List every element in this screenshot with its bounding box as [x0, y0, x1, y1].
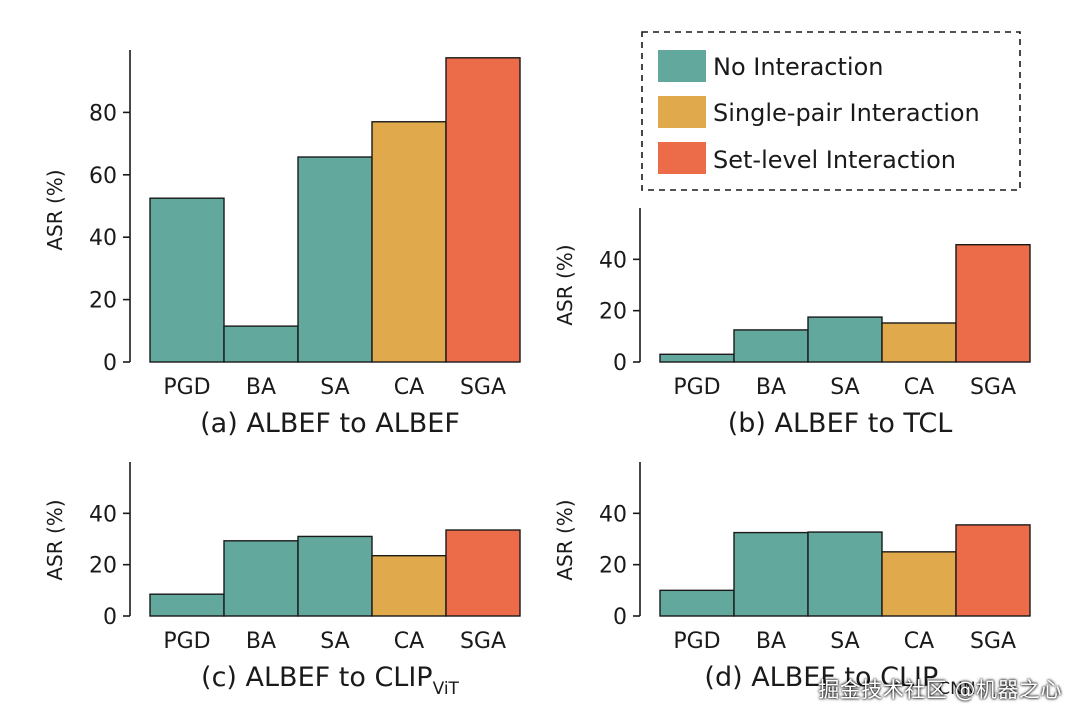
bar-sga [445, 529, 521, 617]
bar-pgd [659, 353, 735, 363]
bar-pgd [149, 593, 225, 617]
bar-ba [223, 325, 299, 363]
panel-caption: (b) ALBEF to TCL [728, 408, 953, 439]
y-tick-label: 20 [599, 554, 627, 579]
y-tick-label: 20 [89, 554, 117, 579]
y-tick-label: 80 [89, 101, 117, 126]
x-tick-label: SA [830, 629, 859, 654]
x-tick-label: CA [904, 629, 934, 654]
chart-panel-c: 0 20 40 PGD BA SA CA SGA ASR (%) (c) ALBEF to CLI… [43, 462, 521, 699]
legend-item-no-interaction: No Interaction [658, 50, 883, 82]
y-tick-label: 60 [89, 164, 117, 189]
x-tick-label: SA [320, 375, 349, 400]
x-tick-label: CA [394, 375, 424, 400]
x-tick-label: CA [394, 629, 424, 654]
y-tick-label: 20 [599, 300, 627, 325]
bar-ca [371, 554, 447, 617]
panel-caption: (a) ALBEF to ALBEF [200, 408, 460, 439]
y-tick-label: 20 [89, 289, 117, 314]
y-tick-label: 40 [599, 502, 627, 527]
bar-ca [881, 551, 957, 617]
legend: No Interaction Single-pair Interaction S… [641, 31, 1021, 191]
bar-sa [297, 535, 373, 617]
chart-panel-b: 0 20 40 PGD BA SA CA SGA ASR (%) (b) ALBEF to TCL [553, 208, 1031, 439]
x-tick-label: SGA [970, 629, 1016, 654]
bar-ba [223, 540, 299, 617]
bar-ca [371, 121, 447, 363]
x-tick-label: BA [756, 375, 786, 400]
x-tick-label: SA [830, 375, 859, 400]
x-tick-label: PGD [163, 375, 210, 400]
legend-swatch-set-level [658, 142, 706, 174]
x-tick-label: PGD [673, 375, 720, 400]
bar-ca [881, 322, 957, 363]
bar-sga [955, 524, 1031, 617]
chart-panels: 0 20 40 60 80 PGD BA SA CA SGA ASR (%) (a) ALBEF to… [43, 50, 1031, 699]
chart-panel-d: 0 20 40 PGD BA SA CA SGA ASR (%) (d) ALBEF to CLI… [553, 462, 1031, 699]
x-tick-label: SGA [460, 375, 506, 400]
x-tick-label: BA [246, 375, 276, 400]
bar-sga [955, 244, 1031, 363]
bar-ba [733, 531, 809, 617]
chart-panel-a: 0 20 40 60 80 PGD BA SA CA SGA ASR (%) (a) ALBEF to… [43, 50, 521, 439]
bar-sga [445, 57, 521, 363]
x-tick-label: BA [246, 629, 276, 654]
bar-sa [807, 531, 883, 617]
panel-caption: (c) ALBEF to CLIPViT [201, 662, 460, 699]
x-tick-label: SGA [460, 629, 506, 654]
y-tick-label: 0 [103, 605, 117, 630]
x-tick-label: SGA [970, 375, 1016, 400]
y-tick-label: 0 [613, 605, 627, 630]
legend-swatch-no-interaction [658, 50, 706, 82]
x-tick-label: BA [756, 629, 786, 654]
legend-item-single-pair: Single-pair Interaction [658, 96, 980, 128]
bar-sa [297, 156, 373, 363]
bar-ba [733, 329, 809, 363]
x-tick-label: PGD [673, 629, 720, 654]
y-axis-label: ASR (%) [553, 244, 577, 325]
legend-label-set-level: Set-level Interaction [713, 146, 956, 174]
x-tick-label: CA [904, 375, 934, 400]
x-tick-label: PGD [163, 629, 210, 654]
watermark: 掘金技术社区 @机器之心 [818, 678, 1062, 702]
bar-pgd [659, 589, 735, 617]
x-tick-label: SA [320, 629, 349, 654]
legend-label-no-interaction: No Interaction [713, 53, 883, 81]
y-tick-label: 40 [89, 226, 117, 251]
panel-caption: (d) ALBEF to CLIPCNN [704, 662, 975, 699]
legend-swatch-single-pair [658, 96, 706, 128]
y-tick-label: 40 [599, 248, 627, 273]
y-axis-label: ASR (%) [43, 169, 67, 250]
y-axis-label: ASR (%) [553, 499, 577, 580]
y-tick-label: 0 [613, 351, 627, 376]
y-tick-label: 0 [103, 351, 117, 376]
legend-item-set-level: Set-level Interaction [658, 142, 956, 174]
y-tick-label: 40 [89, 502, 117, 527]
bar-sa [807, 316, 883, 363]
bar-pgd [149, 197, 225, 363]
y-axis-label: ASR (%) [43, 499, 67, 580]
legend-label-single-pair: Single-pair Interaction [713, 99, 980, 127]
